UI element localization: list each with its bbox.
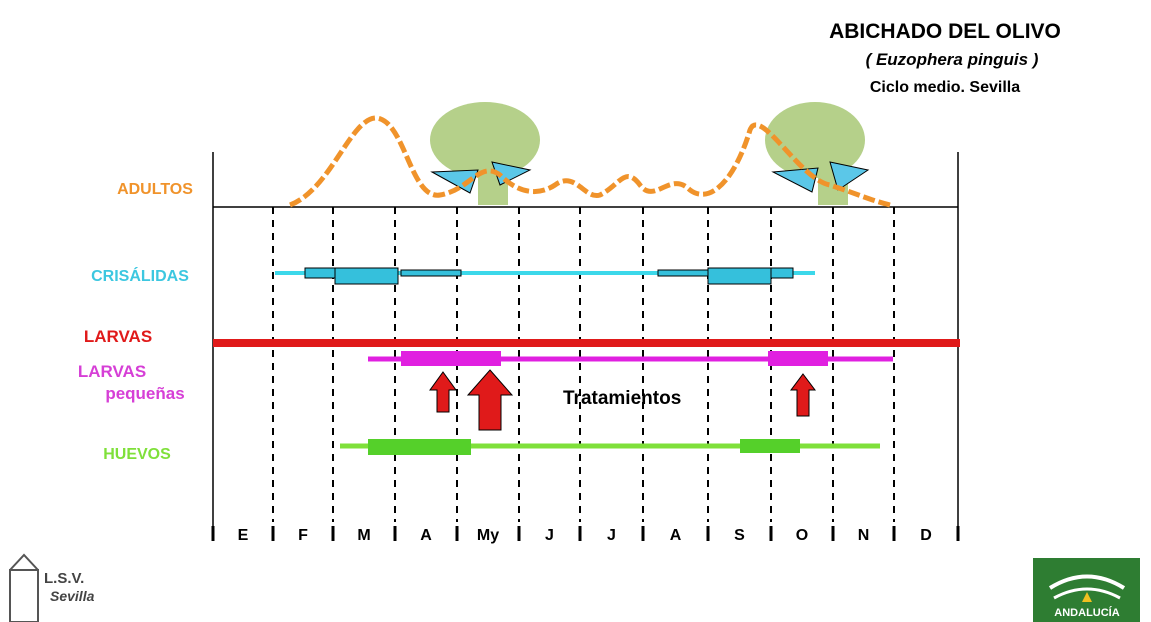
small-larvae-block <box>401 351 501 366</box>
month-label: My <box>477 527 499 544</box>
month-axis: E F M A My J J A S O N D <box>211 526 960 544</box>
month-label: M <box>357 527 370 544</box>
row-label: LARVAS <box>84 327 152 346</box>
treatment-arrow <box>466 369 514 431</box>
eggs-block <box>368 439 471 455</box>
lsv-logo: L.S.V. Sevilla <box>9 553 95 622</box>
month-label: O <box>796 527 808 544</box>
treatments-label: Tratamientos <box>563 388 681 409</box>
logo-text: ANDALUCÍA <box>1054 606 1119 619</box>
small-larvae-block <box>768 351 828 366</box>
row-label: pequeñas <box>105 384 184 403</box>
adults-curve <box>288 115 891 208</box>
month-separators <box>272 207 895 522</box>
pupae-blocks <box>304 267 794 285</box>
month-label: J <box>545 527 554 544</box>
subtitle2: Ciclo medio. Sevilla <box>870 79 1020 96</box>
month-label: A <box>670 527 682 544</box>
row-label: ADULTOS <box>117 181 193 198</box>
month-label: F <box>298 527 308 544</box>
treatment-arrow <box>429 371 457 413</box>
row-label: LARVAS <box>78 362 146 381</box>
month-label: S <box>734 527 745 544</box>
title: ABICHADO DEL OLIVO <box>829 20 1061 43</box>
logo-text: Sevilla <box>50 588 95 604</box>
month-label: J <box>607 527 616 544</box>
andalucia-logo: ANDALUCÍA <box>1033 558 1140 622</box>
eggs-block <box>740 439 800 453</box>
row-label: CRISÁLIDAS <box>91 266 189 285</box>
month-label: E <box>238 527 249 544</box>
logo-text: L.S.V. <box>44 570 84 587</box>
tree <box>765 102 870 205</box>
month-label: A <box>420 527 432 544</box>
subtitle: ( Euzophera pinguis ) <box>866 50 1039 69</box>
month-label: D <box>920 527 932 544</box>
month-label: N <box>858 527 870 544</box>
treatment-arrow <box>790 373 816 417</box>
row-label: HUEVOS <box>103 446 171 463</box>
